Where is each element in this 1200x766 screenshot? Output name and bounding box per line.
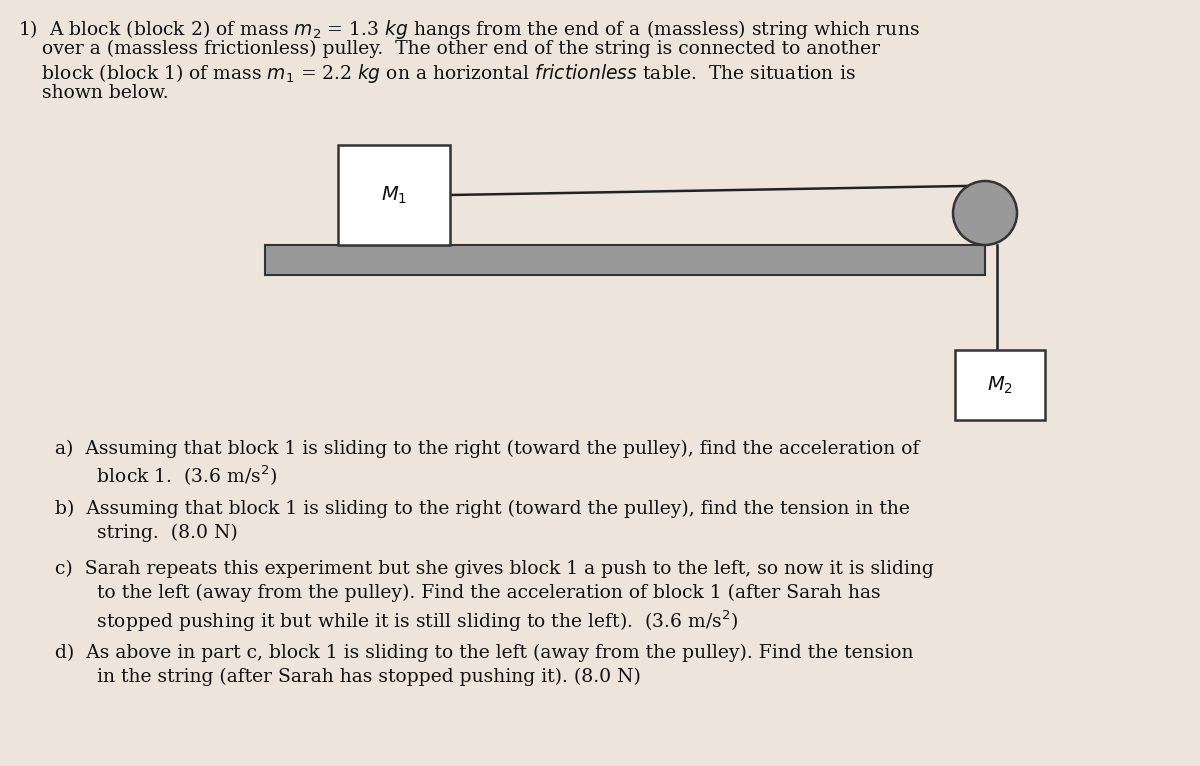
Text: stopped pushing it but while it is still sliding to the left).  (3.6 m/s$^2$): stopped pushing it but while it is still… — [55, 608, 738, 633]
Text: b)  Assuming that block 1 is sliding to the right (toward the pulley), find the : b) Assuming that block 1 is sliding to t… — [55, 500, 910, 519]
Circle shape — [953, 181, 1018, 245]
Text: in the string (after Sarah has stopped pushing it). (8.0 N): in the string (after Sarah has stopped p… — [55, 668, 641, 686]
Text: over a (massless frictionless) pulley.  The other end of the string is connected: over a (massless frictionless) pulley. T… — [18, 40, 880, 58]
Text: block 1.  (3.6 m/s$^2$): block 1. (3.6 m/s$^2$) — [55, 464, 277, 489]
Bar — [338, 145, 450, 245]
Bar — [955, 350, 1045, 420]
Text: c)  Sarah repeats this experiment but she gives block 1 a push to the left, so n: c) Sarah repeats this experiment but she… — [55, 560, 934, 578]
Text: to the left (away from the pulley). Find the acceleration of block 1 (after Sara: to the left (away from the pulley). Find… — [55, 584, 881, 602]
Text: a)  Assuming that block 1 is sliding to the right (toward the pulley), find the : a) Assuming that block 1 is sliding to t… — [55, 440, 919, 458]
Text: $M_2$: $M_2$ — [986, 375, 1013, 396]
Text: d)  As above in part c, block 1 is sliding to the left (away from the pulley). F: d) As above in part c, block 1 is slidin… — [55, 644, 913, 663]
Text: $M_1$: $M_1$ — [380, 185, 407, 205]
Text: block (block 1) of mass $m_1$ = 2.2 $kg$ on a horizontal $\it{frictionless}$ tab: block (block 1) of mass $m_1$ = 2.2 $kg$… — [18, 62, 856, 85]
Bar — [265, 245, 985, 275]
Text: string.  (8.0 N): string. (8.0 N) — [55, 524, 238, 542]
Text: 1)  A block (block 2) of mass $m_2$ = 1.3 $kg$ hangs from the end of a (massless: 1) A block (block 2) of mass $m_2$ = 1.3… — [18, 18, 919, 41]
Text: shown below.: shown below. — [18, 84, 169, 102]
